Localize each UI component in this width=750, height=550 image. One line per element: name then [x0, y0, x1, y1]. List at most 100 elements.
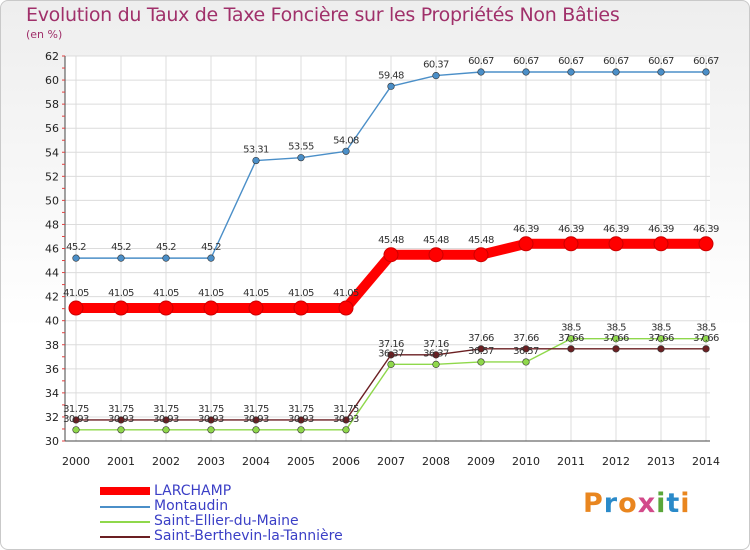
- data-label: 60.37: [423, 60, 449, 71]
- data-label: 60.67: [468, 56, 494, 67]
- data-point: [113, 300, 129, 316]
- x-tick-label: 2010: [512, 455, 540, 468]
- data-point: [432, 360, 440, 368]
- data-label: 36.37: [378, 348, 404, 359]
- legend-label-montaudin: Montaudin: [154, 498, 229, 514]
- data-label: 36.57: [468, 346, 494, 357]
- data-point: [342, 147, 350, 155]
- legend-swatch-saint-berthevin: [100, 536, 150, 538]
- y-tick-label: 38: [45, 339, 59, 352]
- data-label: 45.2: [156, 242, 176, 253]
- data-label: 31.75: [63, 404, 89, 415]
- y-tick-label: 44: [45, 267, 59, 280]
- data-point: [158, 300, 174, 316]
- data-point: [72, 254, 80, 262]
- legend-label-saint-ellier: Saint-Ellier-du-Maine: [154, 513, 299, 529]
- logo-letter: o: [618, 488, 638, 519]
- data-label: 41.05: [108, 288, 134, 299]
- data-point: [428, 247, 444, 263]
- y-tick-label: 30: [45, 435, 59, 448]
- data-label: 41.05: [63, 288, 89, 299]
- data-point: [387, 360, 395, 368]
- data-point: [563, 236, 579, 252]
- data-label: 38.5: [606, 323, 626, 334]
- proxiti-logo: Proxiti: [583, 488, 691, 519]
- y-tick-label: 46: [45, 243, 59, 256]
- data-point: [522, 68, 530, 76]
- data-label: 53.31: [243, 145, 269, 156]
- chart-subtitle: (en %): [26, 28, 63, 41]
- y-tick-label: 34: [45, 387, 59, 400]
- data-point: [657, 68, 665, 76]
- data-point: [567, 335, 575, 343]
- data-point: [117, 426, 125, 434]
- data-point: [342, 416, 350, 424]
- data-point: [657, 335, 665, 343]
- data-point: [612, 335, 620, 343]
- x-tick-label: 2012: [602, 455, 630, 468]
- data-point: [477, 345, 485, 353]
- data-label: 31.75: [198, 404, 224, 415]
- data-label: 46.39: [513, 224, 539, 235]
- legend-label-larchamp: LARCHAMP: [154, 483, 232, 499]
- data-label: 60.67: [648, 56, 674, 67]
- x-tick-label: 2000: [62, 455, 90, 468]
- data-label: 41.05: [198, 288, 224, 299]
- data-point: [522, 358, 530, 366]
- data-point: [207, 254, 215, 262]
- data-label: 45.48: [378, 235, 404, 246]
- data-label: 37.66: [648, 333, 674, 344]
- data-label: 31.75: [333, 404, 359, 415]
- y-tick-label: 50: [45, 194, 59, 207]
- data-label: 30.93: [63, 414, 89, 425]
- data-label: 31.75: [108, 404, 134, 415]
- data-point: [387, 82, 395, 90]
- data-point: [608, 236, 624, 252]
- x-tick-label: 2014: [692, 455, 720, 468]
- data-point: [248, 300, 264, 316]
- data-point: [567, 68, 575, 76]
- data-label: 41.05: [153, 288, 179, 299]
- chart-title: Evolution du Taux de Taxe Foncière sur l…: [26, 4, 620, 26]
- data-label: 37.66: [468, 333, 494, 344]
- data-point: [162, 254, 170, 262]
- data-point: [612, 345, 620, 353]
- data-point: [473, 247, 489, 263]
- data-label: 38.5: [561, 323, 581, 334]
- data-label: 37.66: [693, 333, 719, 344]
- data-label: 59.48: [378, 70, 404, 81]
- data-label: 53.55: [288, 142, 314, 153]
- logo-letter: i: [656, 488, 667, 519]
- data-label: 37.66: [603, 333, 629, 344]
- data-label: 30.93: [153, 414, 179, 425]
- data-point: [383, 247, 399, 263]
- data-label: 30.93: [243, 414, 269, 425]
- data-label: 45.2: [201, 242, 221, 253]
- y-tick-label: 54: [45, 146, 59, 159]
- data-point: [72, 426, 80, 434]
- data-point: [293, 300, 309, 316]
- data-point: [432, 72, 440, 80]
- data-label: 31.75: [243, 404, 269, 415]
- x-tick-label: 2007: [377, 455, 405, 468]
- data-label: 38.5: [696, 323, 716, 334]
- data-point: [72, 416, 80, 424]
- data-label: 38.5: [651, 323, 671, 334]
- data-label: 60.67: [513, 56, 539, 67]
- data-point: [702, 68, 710, 76]
- data-point: [297, 154, 305, 162]
- legend-swatch-larchamp: [100, 487, 150, 495]
- data-label: 46.39: [603, 224, 629, 235]
- data-point: [162, 426, 170, 434]
- data-label: 54.08: [333, 135, 359, 146]
- data-label: 37.66: [558, 333, 584, 344]
- x-tick-label: 2002: [152, 455, 180, 468]
- data-point: [162, 416, 170, 424]
- data-point: [612, 68, 620, 76]
- x-tick-label: 2009: [467, 455, 495, 468]
- data-label: 31.75: [153, 404, 179, 415]
- data-point: [203, 300, 219, 316]
- x-tick-label: 2011: [557, 455, 585, 468]
- data-point: [207, 416, 215, 424]
